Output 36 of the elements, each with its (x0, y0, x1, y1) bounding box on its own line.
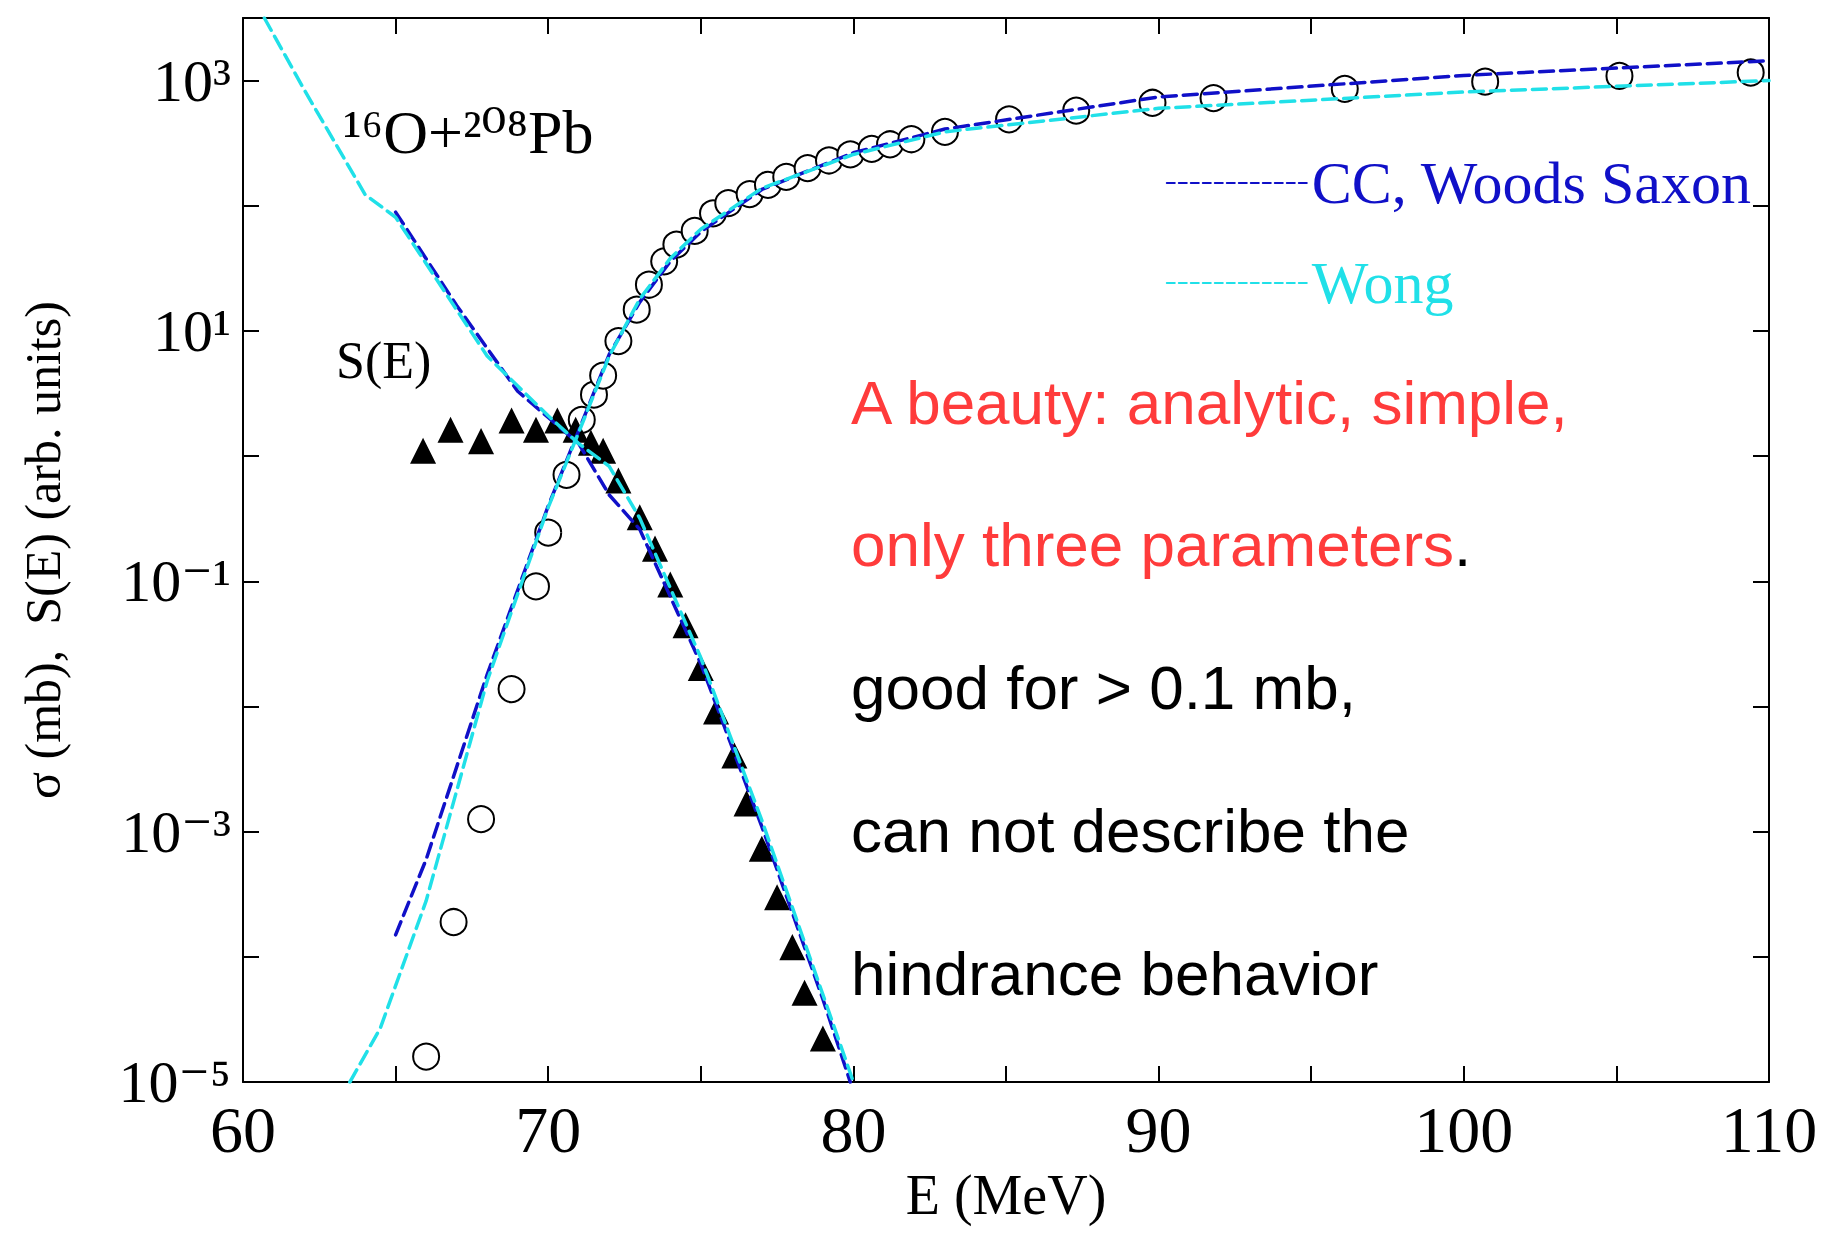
y-tick-label: 10⁻³ (121, 798, 231, 865)
annotation: A beauty: analytic, simple, (851, 367, 1568, 437)
point (780, 935, 805, 961)
x-tick-label: 100 (1414, 1092, 1514, 1166)
legend-label: CC, Woods Saxon (1311, 150, 1751, 216)
x-tick-label: 80 (820, 1092, 887, 1166)
point (438, 418, 463, 443)
point (810, 1026, 836, 1052)
x-tick-label: 110 (1720, 1092, 1818, 1166)
point (749, 837, 775, 862)
annotation: only three parameters. (851, 509, 1472, 579)
annotation: ¹⁶O+²⁰⁸Pb (343, 98, 594, 166)
point (734, 791, 759, 817)
point (468, 429, 494, 455)
point (497, 675, 526, 704)
y-tick-label: 10¹ (153, 297, 231, 364)
point (410, 439, 436, 464)
point (412, 1042, 441, 1071)
x-tick-label: 90 (1125, 1092, 1192, 1166)
point (522, 572, 550, 601)
annotation: can not describe the (851, 795, 1410, 865)
annotation: hindrance behavior (851, 938, 1379, 1008)
point (467, 805, 496, 834)
y-tick-label: 10³ (153, 47, 231, 114)
point (792, 981, 817, 1006)
point (523, 418, 549, 443)
x-axis-title: E (MeV) (905, 1164, 1107, 1227)
legend-label: Wong (1311, 250, 1454, 316)
x-tick-label: 70 (515, 1092, 582, 1166)
annotation: good for > 0.1 mb, (851, 652, 1356, 722)
y-tick-label: 10⁻¹ (121, 548, 231, 615)
point (499, 409, 524, 434)
point (764, 885, 790, 911)
y-axis-title: σ (mb), S(E) (arb. units) (15, 301, 71, 799)
point (439, 908, 468, 937)
annotation: S(E) (336, 331, 432, 390)
